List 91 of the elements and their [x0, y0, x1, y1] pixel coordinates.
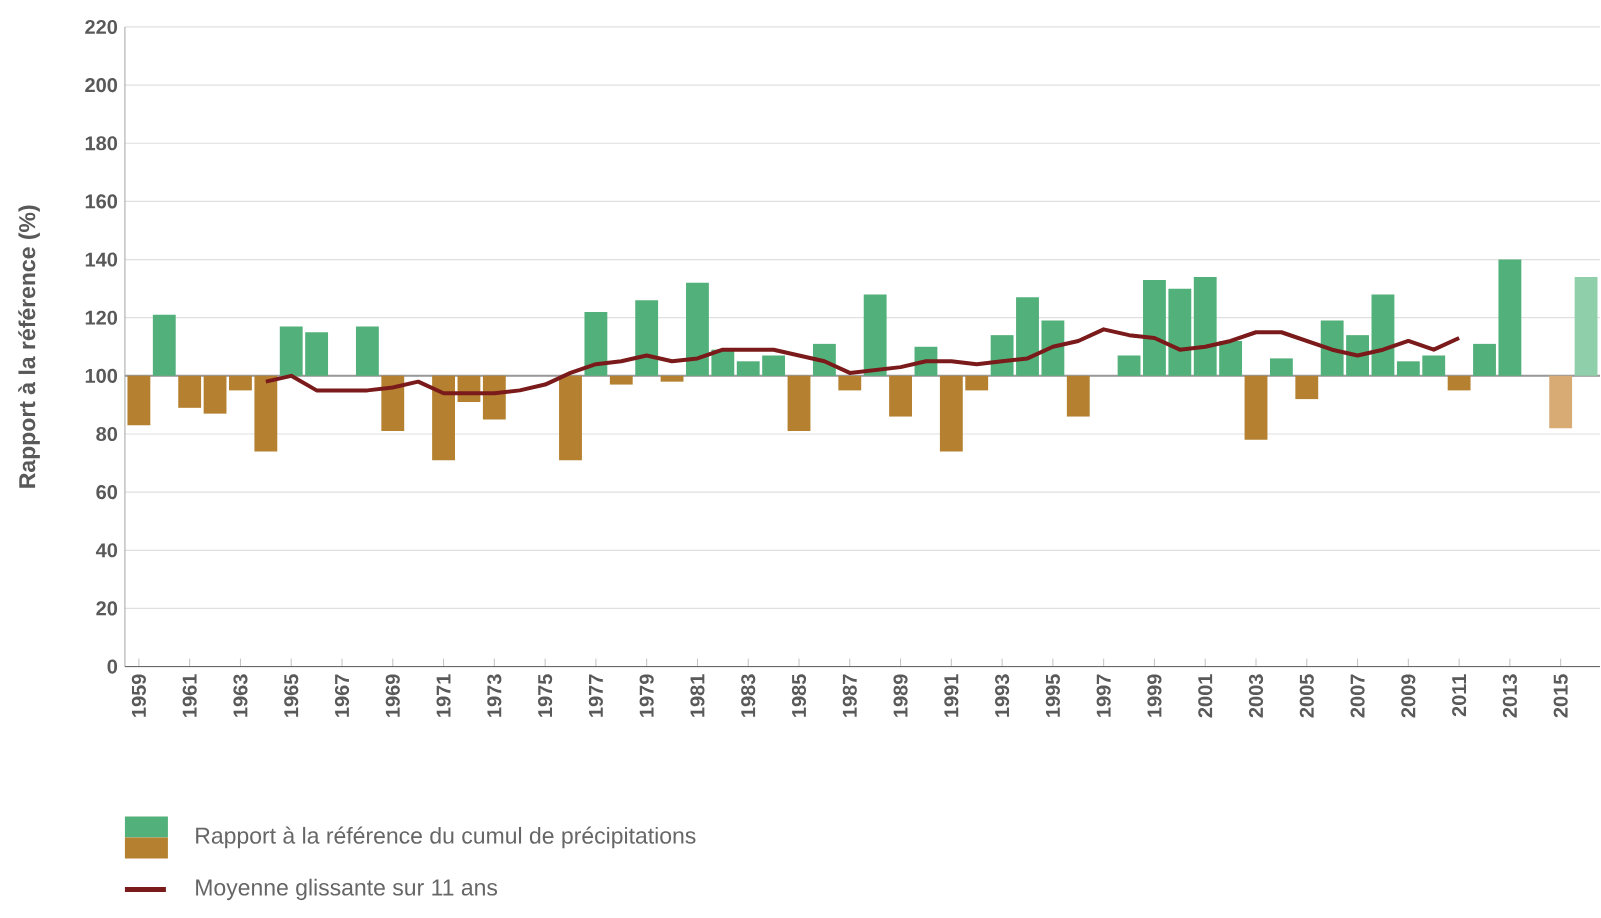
bar: [736, 361, 760, 376]
y-tick-label: 180: [85, 135, 118, 151]
bar: [889, 375, 912, 417]
bar: [762, 355, 786, 376]
y-tick-label: 40: [95, 543, 118, 558]
bar: [152, 314, 176, 376]
bar: [787, 375, 811, 431]
y-tick-label: 160: [85, 194, 118, 209]
bar: [1143, 279, 1166, 376]
x-tick-label: 1965: [284, 674, 299, 717]
bar: [584, 311, 608, 376]
bar: [1295, 375, 1319, 399]
bar: [1066, 375, 1090, 417]
bar: [1574, 276, 1598, 376]
x-tick-label: 1993: [995, 674, 1010, 717]
x-tick-label: 1959: [131, 674, 146, 717]
x-tick-label: 2005: [1299, 674, 1314, 718]
x-tick-label: 1977: [588, 674, 603, 717]
bar: [863, 294, 887, 376]
x-tick-label: 1985: [791, 674, 807, 717]
bar: [1473, 343, 1496, 376]
x-tick-label: 2015: [1553, 674, 1568, 718]
bar: [1447, 375, 1471, 391]
bar: [1193, 276, 1217, 376]
bar: [1371, 294, 1395, 376]
bar: [1219, 340, 1243, 376]
bar: [660, 375, 684, 382]
bar: [939, 375, 963, 452]
x-tick-label: 1989: [893, 674, 908, 717]
bar: [609, 375, 633, 385]
bar: [1016, 297, 1039, 376]
x-tick-label: 1963: [233, 674, 248, 717]
y-tick-label: 80: [96, 426, 118, 441]
y-tick-label: 20: [96, 601, 118, 616]
x-tick-label: 1983: [741, 674, 756, 717]
x-tick-label: 1995: [1045, 674, 1060, 717]
x-tick-label: 1971: [436, 674, 451, 717]
bar: [686, 282, 709, 376]
legend-label: Moyenne glissante sur 11 ans: [196, 878, 498, 900]
bar: [635, 300, 659, 376]
bar: [279, 326, 303, 376]
x-tick-label: 1961: [182, 674, 197, 717]
y-tick-label: 0: [107, 659, 118, 674]
y-tick-label: 60: [96, 484, 118, 499]
bar: [1117, 355, 1141, 376]
bar: [1320, 320, 1344, 376]
bar: [838, 375, 862, 391]
y-tick-label: 200: [85, 77, 118, 92]
legend-label: Rapport à la référence du cumul de précipitations: [196, 826, 696, 849]
y-tick-label: 100: [85, 368, 118, 383]
y-tick-label: 140: [85, 252, 118, 267]
x-tick-label: 2013: [1502, 674, 1517, 718]
bar: [1396, 361, 1420, 376]
bar: [381, 375, 405, 431]
x-tick-label: 2009: [1401, 674, 1416, 718]
bar: [1168, 288, 1192, 376]
bar: [432, 375, 455, 460]
bar: [1422, 355, 1446, 376]
bar: [127, 375, 151, 426]
x-tick-label: 2003: [1248, 674, 1264, 718]
x-tick-label: 1981: [690, 674, 705, 717]
bar: [1269, 358, 1293, 376]
bar: [1041, 320, 1065, 376]
y-tick-label: 220: [85, 19, 118, 34]
bar: [305, 332, 329, 376]
x-tick-label: 2001: [1198, 674, 1213, 718]
x-tick-label: 1973: [487, 674, 502, 717]
bar: [990, 334, 1014, 376]
y-axis-title: Rapport à la référence (%): [18, 205, 40, 488]
x-tick-label: 1967: [334, 674, 350, 717]
bar: [1346, 334, 1369, 376]
bar: [355, 326, 379, 376]
y-tick-label: 120: [85, 310, 118, 325]
x-tick-label: 2007: [1350, 674, 1365, 718]
bar: [559, 375, 582, 460]
x-tick-label: 1979: [639, 674, 654, 717]
bar: [203, 375, 227, 414]
bar: [1549, 375, 1573, 428]
x-tick-label: 1975: [538, 674, 553, 717]
x-tick-label: 1991: [944, 674, 959, 717]
bar: [965, 375, 989, 391]
bar: [254, 375, 278, 452]
bar: [1498, 259, 1522, 376]
x-tick-label: 1997: [1096, 674, 1111, 717]
bar: [178, 375, 202, 408]
bar: [1244, 375, 1268, 440]
bar: [229, 375, 252, 391]
x-tick-label: 2011: [1452, 673, 1467, 717]
x-tick-label: 1999: [1147, 674, 1162, 717]
x-tick-label: 1969: [385, 674, 400, 717]
x-tick-label: 1987: [842, 674, 857, 717]
